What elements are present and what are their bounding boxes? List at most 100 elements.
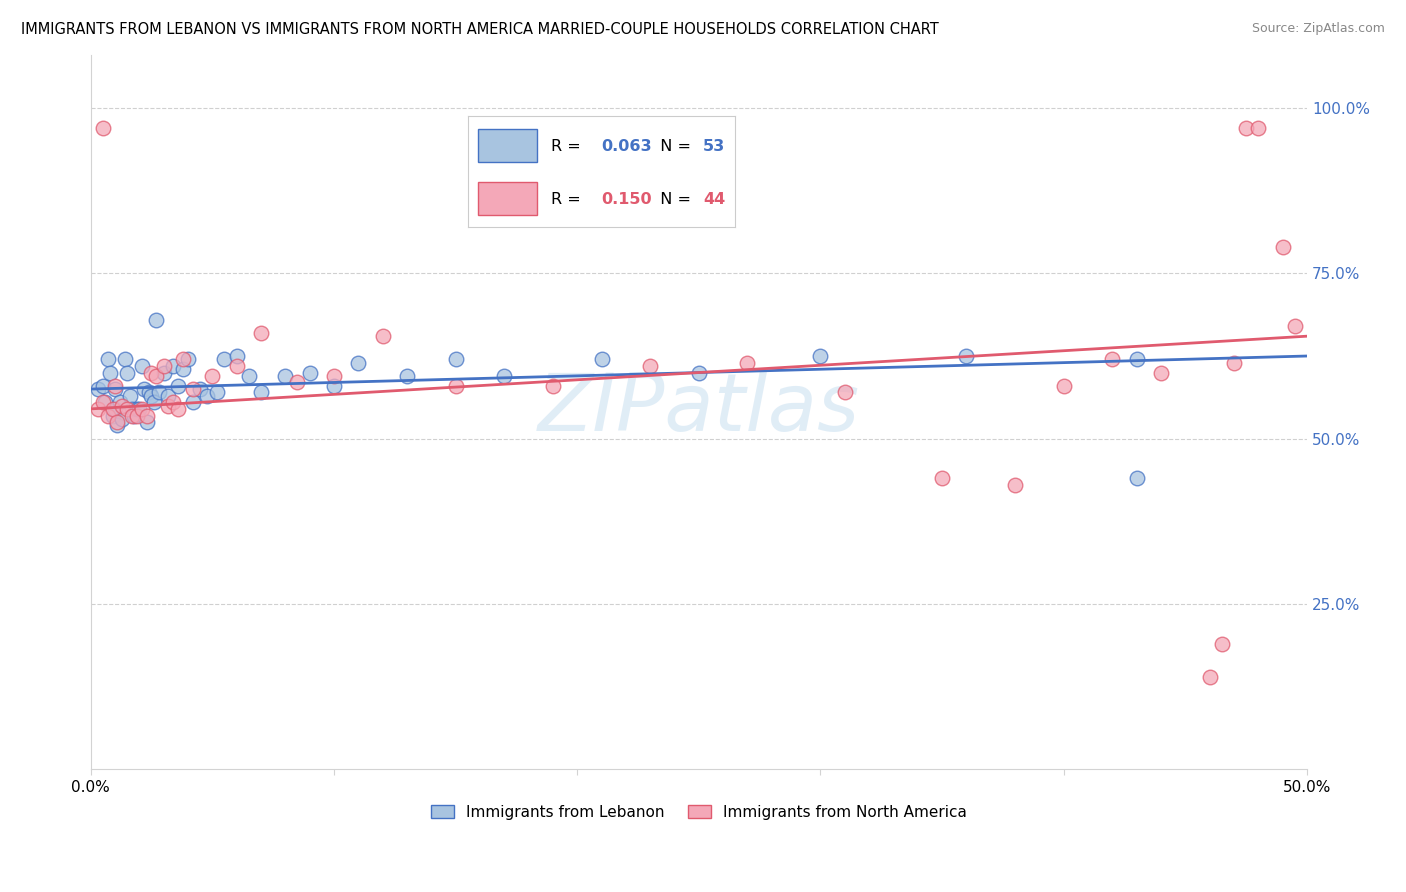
Point <box>135 415 157 429</box>
Point <box>152 366 174 380</box>
Point <box>108 395 131 409</box>
Point <box>274 368 297 383</box>
Point <box>181 395 204 409</box>
Text: Source: ZipAtlas.com: Source: ZipAtlas.com <box>1251 22 1385 36</box>
Point <box>157 389 180 403</box>
Point <box>494 368 516 383</box>
Point <box>225 349 247 363</box>
Point <box>172 362 194 376</box>
Point <box>91 378 114 392</box>
Point <box>98 366 121 380</box>
Point <box>287 376 309 390</box>
Point <box>141 389 163 403</box>
Point <box>111 399 134 413</box>
Point <box>131 401 153 416</box>
Point <box>188 382 211 396</box>
Point <box>91 395 114 409</box>
Point <box>125 409 148 423</box>
Point <box>128 401 150 416</box>
Point <box>1284 319 1306 334</box>
Point <box>1247 120 1270 135</box>
Point <box>115 366 138 380</box>
Point <box>1125 471 1147 485</box>
Point <box>201 368 224 383</box>
Point <box>347 356 370 370</box>
Point <box>688 366 710 380</box>
Point <box>1198 670 1220 684</box>
Point <box>105 415 128 429</box>
Point <box>97 352 120 367</box>
Point <box>162 359 184 373</box>
Point <box>104 401 127 416</box>
Point <box>94 395 117 409</box>
Point <box>101 409 124 423</box>
Point <box>177 352 200 367</box>
Point <box>395 368 418 383</box>
Point <box>121 401 143 416</box>
Point <box>167 378 190 392</box>
Point <box>225 359 247 373</box>
Point <box>250 326 273 340</box>
Point <box>115 401 138 416</box>
Point <box>118 389 141 403</box>
Point <box>1234 120 1257 135</box>
Point <box>121 409 143 423</box>
Point <box>135 409 157 423</box>
Point <box>1150 366 1173 380</box>
Point <box>104 378 127 392</box>
Point <box>955 349 977 363</box>
Point <box>322 378 344 392</box>
Point <box>1125 352 1147 367</box>
Point <box>214 352 236 367</box>
Point <box>541 378 564 392</box>
Point <box>1053 378 1076 392</box>
Point <box>1211 637 1233 651</box>
Point <box>834 385 856 400</box>
Point <box>148 385 170 400</box>
Point <box>1271 240 1294 254</box>
Point <box>181 382 204 396</box>
Point <box>87 401 110 416</box>
Point <box>87 382 110 396</box>
Text: ZIPatlas: ZIPatlas <box>537 369 860 448</box>
Point <box>298 366 321 380</box>
Point <box>591 352 613 367</box>
Point <box>145 368 167 383</box>
Point <box>152 359 174 373</box>
Point <box>134 382 156 396</box>
Point <box>125 401 148 416</box>
Point <box>97 409 120 423</box>
Point <box>167 401 190 416</box>
Point <box>444 352 467 367</box>
Text: IMMIGRANTS FROM LEBANON VS IMMIGRANTS FROM NORTH AMERICA MARRIED-COUPLE HOUSEHOL: IMMIGRANTS FROM LEBANON VS IMMIGRANTS FR… <box>21 22 939 37</box>
Point <box>91 120 114 135</box>
Point <box>1101 352 1123 367</box>
Point <box>1004 478 1026 492</box>
Point <box>105 418 128 433</box>
Point <box>238 368 260 383</box>
Point <box>172 352 194 367</box>
Point <box>250 385 273 400</box>
Point <box>371 329 394 343</box>
Point <box>104 382 127 396</box>
Point <box>124 409 146 423</box>
Point <box>737 356 759 370</box>
Point <box>141 366 163 380</box>
Point <box>162 395 184 409</box>
Point <box>197 389 219 403</box>
Point <box>111 412 134 426</box>
Point <box>145 312 167 326</box>
Point <box>638 359 661 373</box>
Point <box>142 395 165 409</box>
Legend: Immigrants from Lebanon, Immigrants from North America: Immigrants from Lebanon, Immigrants from… <box>425 798 973 826</box>
Point <box>931 471 953 485</box>
Point <box>131 359 153 373</box>
Point <box>101 401 124 416</box>
Point <box>322 368 344 383</box>
Point <box>810 349 832 363</box>
Point <box>114 352 136 367</box>
Point <box>138 385 160 400</box>
Point <box>205 385 228 400</box>
Point <box>157 399 180 413</box>
Point <box>444 378 467 392</box>
